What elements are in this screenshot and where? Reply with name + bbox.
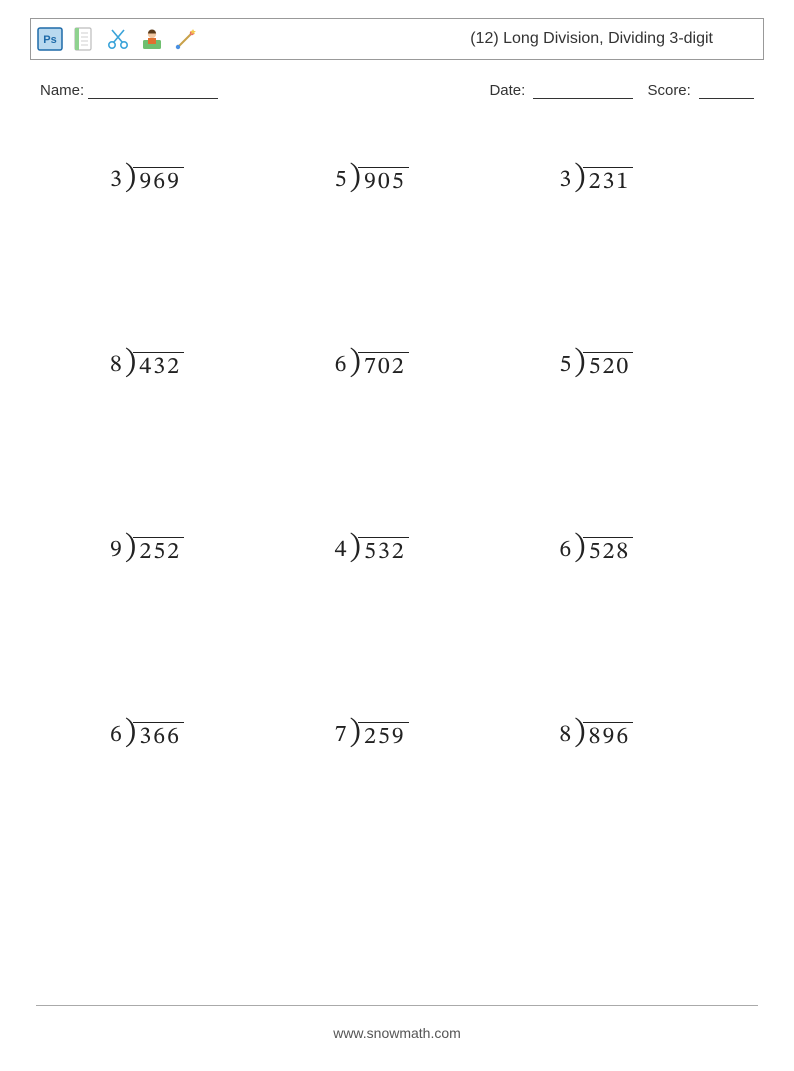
magic-wand-icon bbox=[173, 26, 199, 52]
footer-url: www.snowmath.com bbox=[0, 1025, 794, 1041]
divisor: 8 bbox=[559, 723, 574, 747]
problem: 3)231 bbox=[509, 154, 734, 339]
score-field: Score: bbox=[647, 82, 754, 99]
name-blank[interactable] bbox=[88, 83, 218, 100]
divisor: 6 bbox=[110, 723, 125, 747]
problem: 6)366 bbox=[60, 709, 285, 894]
date-blank[interactable] bbox=[533, 83, 633, 100]
problem: 7)259 bbox=[285, 709, 510, 894]
meta-row: Name: Date: Score: bbox=[40, 82, 754, 99]
name-field: Name: bbox=[40, 82, 218, 99]
divisor: 3 bbox=[110, 168, 125, 192]
score-label: Score: bbox=[647, 82, 690, 99]
division-bracket: ) bbox=[350, 532, 361, 564]
header-bar: Ps bbox=[30, 18, 764, 60]
problem: 5)905 bbox=[285, 154, 510, 339]
problem-grid: 3)969 5)905 3)231 8)432 6)702 5)520 9)25… bbox=[60, 154, 734, 894]
divisor: 5 bbox=[559, 353, 574, 377]
dividend: 702 bbox=[358, 352, 409, 379]
problem: 4)532 bbox=[285, 524, 510, 709]
problem: 5)520 bbox=[509, 339, 734, 524]
dividend: 528 bbox=[583, 537, 634, 564]
scissors-icon bbox=[105, 26, 131, 52]
photoshop-icon: Ps bbox=[37, 26, 63, 52]
division-bracket: ) bbox=[574, 532, 585, 564]
dividend: 252 bbox=[133, 537, 184, 564]
division-bracket: ) bbox=[125, 162, 136, 194]
dividend: 532 bbox=[358, 537, 409, 564]
division-bracket: ) bbox=[574, 717, 585, 749]
score-blank[interactable] bbox=[699, 83, 754, 100]
divisor: 3 bbox=[559, 168, 574, 192]
divisor: 7 bbox=[335, 723, 350, 747]
problem: 3)969 bbox=[60, 154, 285, 339]
problem: 8)432 bbox=[60, 339, 285, 524]
person-icon bbox=[139, 26, 165, 52]
division-bracket: ) bbox=[125, 347, 136, 379]
divisor: 9 bbox=[110, 538, 125, 562]
problem: 9)252 bbox=[60, 524, 285, 709]
toolbar-icons: Ps bbox=[37, 26, 199, 52]
division-bracket: ) bbox=[350, 162, 361, 194]
division-bracket: ) bbox=[125, 717, 136, 749]
dividend: 432 bbox=[133, 352, 184, 379]
divisor: 4 bbox=[335, 538, 350, 562]
date-label: Date: bbox=[489, 82, 525, 99]
dividend: 969 bbox=[133, 167, 184, 194]
problem: 8)896 bbox=[509, 709, 734, 894]
worksheet-title: (12) Long Division, Dividing 3-digit bbox=[470, 30, 753, 48]
divisor: 5 bbox=[335, 168, 350, 192]
division-bracket: ) bbox=[125, 532, 136, 564]
problem: 6)702 bbox=[285, 339, 510, 524]
division-bracket: ) bbox=[350, 717, 361, 749]
footer-rule bbox=[36, 1005, 758, 1006]
divisor: 8 bbox=[110, 353, 125, 377]
dividend: 259 bbox=[358, 722, 409, 749]
problem: 6)528 bbox=[509, 524, 734, 709]
dividend: 896 bbox=[583, 722, 634, 749]
divisor: 6 bbox=[559, 538, 574, 562]
svg-text:Ps: Ps bbox=[43, 34, 56, 46]
division-bracket: ) bbox=[574, 162, 585, 194]
dividend: 520 bbox=[583, 352, 634, 379]
dividend: 231 bbox=[583, 167, 634, 194]
divisor: 6 bbox=[335, 353, 350, 377]
dividend: 366 bbox=[133, 722, 184, 749]
worksheet-page: Ps bbox=[0, 18, 794, 1071]
division-bracket: ) bbox=[350, 347, 361, 379]
dividend: 905 bbox=[358, 167, 409, 194]
name-label: Name: bbox=[40, 82, 84, 99]
date-field: Date: bbox=[489, 82, 633, 99]
division-bracket: ) bbox=[574, 347, 585, 379]
notebook-icon bbox=[71, 26, 97, 52]
